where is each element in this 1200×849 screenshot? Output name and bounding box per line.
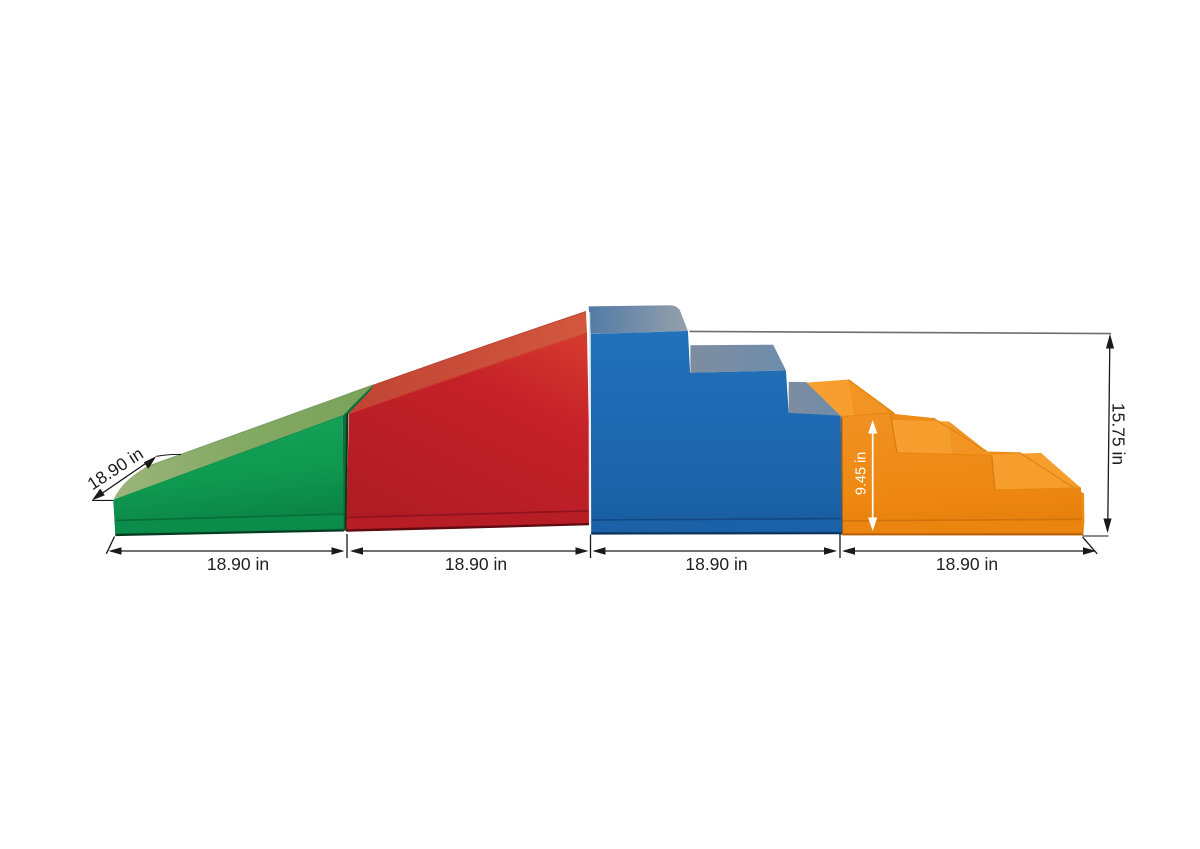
- svg-text:18.90 in: 18.90 in: [445, 554, 507, 574]
- svg-text:18.90 in: 18.90 in: [936, 554, 998, 574]
- svg-text:18.90 in: 18.90 in: [685, 554, 747, 574]
- svg-text:18.90 in: 18.90 in: [207, 554, 269, 574]
- svg-text:15.75 in: 15.75 in: [1109, 403, 1129, 465]
- svg-text:9.45 in: 9.45 in: [853, 452, 869, 496]
